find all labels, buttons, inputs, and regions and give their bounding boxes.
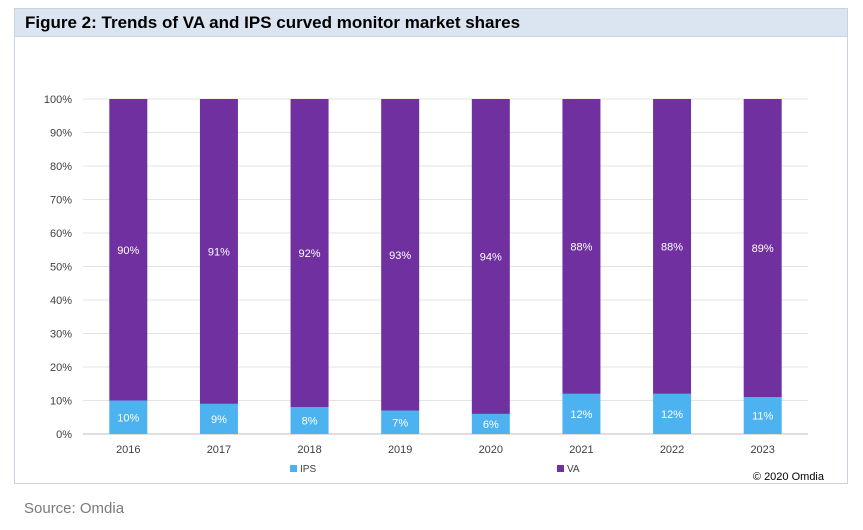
- y-tick-label: 40%: [50, 295, 72, 307]
- data-label-ips-2018: 8%: [302, 416, 318, 428]
- legend-label-va: VA: [567, 464, 580, 475]
- bar-ips-2018: [290, 407, 329, 434]
- bar-va-2023: [743, 99, 782, 398]
- y-tick-label: 100%: [44, 94, 72, 106]
- data-label-va-2016: 90%: [117, 245, 139, 257]
- x-tick-label: 2021: [569, 444, 593, 456]
- bar-va-2022: [653, 99, 692, 394]
- y-tick-label: 70%: [50, 195, 72, 207]
- bar-ips-2019: [381, 410, 420, 434]
- data-label-ips-2023: 11%: [752, 411, 773, 423]
- figure-title-bar: Figure 2: Trends of VA and IPS curved mo…: [15, 9, 847, 37]
- data-label-va-2021: 88%: [570, 241, 592, 253]
- chart-title: Figure 2: Trends of VA and IPS curved mo…: [25, 13, 521, 32]
- y-tick-label: 0%: [56, 429, 72, 441]
- bar-va-2016: [109, 99, 148, 401]
- bar-ips-2021: [562, 393, 601, 434]
- data-label-ips-2020: 6%: [483, 419, 499, 431]
- x-tick-label: 2019: [388, 444, 412, 456]
- bar-ips-2017: [199, 403, 238, 434]
- data-label-ips-2021: 12%: [570, 409, 592, 421]
- y-tick-label: 80%: [50, 161, 72, 173]
- x-tick-label: 2016: [116, 444, 140, 456]
- data-label-ips-2017: 9%: [211, 414, 227, 426]
- legend-label-ips: IPS: [300, 464, 316, 475]
- x-tick-label: 2022: [660, 444, 684, 456]
- figure-frame: Figure 2: Trends of VA and IPS curved mo…: [14, 8, 848, 484]
- bar-ips-2023: [743, 397, 782, 434]
- bar-va-2017: [199, 99, 238, 404]
- y-tick-label: 20%: [50, 362, 72, 374]
- bar-va-2019: [381, 99, 420, 411]
- data-label-va-2022: 88%: [661, 241, 683, 253]
- y-tick-label: 30%: [50, 329, 72, 341]
- copyright-note: © 2020 Omdia: [753, 471, 825, 483]
- x-tick-label: 2018: [297, 444, 321, 456]
- data-label-va-2019: 93%: [389, 250, 411, 262]
- y-tick-label: 50%: [50, 262, 72, 274]
- bar-ips-2016: [109, 400, 148, 434]
- source-note: Source: Omdia: [24, 500, 125, 517]
- x-tick-label: 2023: [750, 444, 774, 456]
- y-tick-label: 60%: [50, 228, 72, 240]
- bar-va-2018: [290, 99, 329, 408]
- bar-va-2020: [471, 99, 510, 414]
- y-tick-label: 90%: [50, 128, 72, 140]
- bar-ips-2022: [653, 393, 692, 434]
- legend-swatch-va: [557, 465, 564, 472]
- x-tick-label: 2020: [479, 444, 503, 456]
- data-label-va-2020: 94%: [480, 251, 502, 263]
- data-label-va-2023: 89%: [752, 243, 774, 255]
- data-label-va-2017: 91%: [208, 246, 230, 258]
- data-label-va-2018: 92%: [299, 248, 321, 260]
- y-tick-label: 10%: [50, 396, 72, 408]
- bar-va-2021: [562, 99, 601, 394]
- data-label-ips-2016: 10%: [117, 412, 139, 424]
- x-tick-label: 2017: [207, 444, 231, 456]
- data-label-ips-2022: 12%: [661, 409, 683, 421]
- legend-swatch-ips: [290, 465, 297, 472]
- data-label-ips-2019: 7%: [392, 417, 408, 429]
- bar-ips-2020: [471, 413, 510, 434]
